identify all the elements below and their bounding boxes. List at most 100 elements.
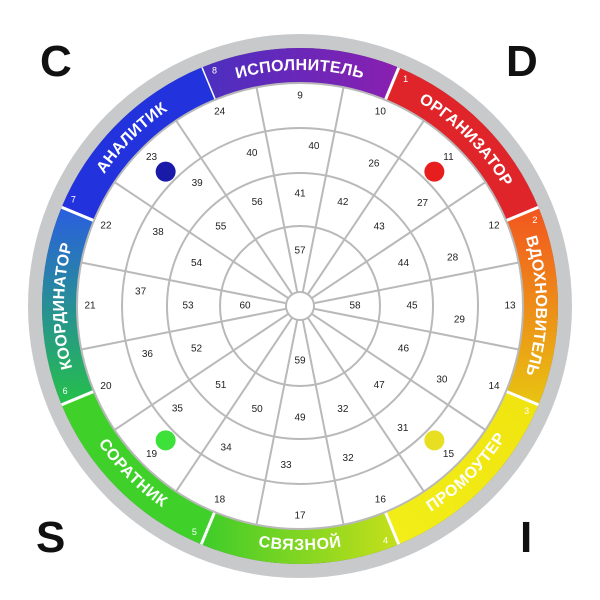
second-ring-number: 38	[153, 227, 165, 238]
grid-spoke	[255, 319, 299, 525]
segment-divider	[61, 389, 97, 407]
second-ring-number: 27	[417, 198, 429, 209]
dot-green	[155, 430, 176, 451]
segment-divider	[383, 67, 401, 103]
second-ring-number: 40	[308, 141, 320, 152]
outer-ring-number: 12	[488, 220, 500, 231]
outer-ring-number: 10	[375, 107, 387, 118]
outer-ring-number: 13	[504, 301, 516, 312]
grid-spoke	[311, 181, 486, 300]
second-ring-number: 32	[343, 453, 355, 464]
second-ring-number: 31	[397, 423, 409, 434]
grid-spoke	[313, 307, 519, 351]
grid-ring-1	[219, 225, 381, 387]
outer-ring-number: 21	[84, 301, 96, 312]
third-ring-number: 55	[215, 221, 227, 232]
outer-ring-number: 17	[294, 511, 306, 522]
grid-spoke	[313, 261, 519, 305]
second-ring-number: 37	[135, 287, 147, 298]
outer-ring-number: 20	[100, 381, 112, 392]
second-ring-number: 28	[447, 253, 459, 264]
grid-lines	[76, 82, 524, 530]
segment-index-1: 8	[212, 65, 217, 75]
grid-spoke	[306, 317, 425, 492]
third-ring-number: 49	[294, 413, 306, 424]
ring-numbers: 9 10 11 12 13 14 15 16 17 18 19 20 21 22 23 24 40 26 27 28 2…	[84, 91, 516, 522]
segment-3	[506, 207, 558, 405]
grid-spoke	[81, 307, 287, 351]
segment-divider	[383, 509, 401, 545]
third-ring-number: 52	[191, 344, 203, 355]
corner-letter-i: I	[520, 513, 533, 562]
corner-letter-c: C	[40, 37, 72, 86]
outer-ring-number: 14	[488, 381, 500, 392]
outer-ring-number: 15	[443, 449, 455, 460]
markers	[155, 161, 445, 451]
third-ring-number: 43	[374, 221, 386, 232]
grid-spoke	[81, 261, 287, 305]
outer-ring-number: 18	[214, 495, 226, 506]
dot-red	[424, 161, 445, 182]
inner-ring-number: 59	[294, 356, 306, 367]
segment-index-8: 7	[71, 195, 76, 205]
third-ring-number: 51	[215, 380, 227, 391]
segment-7	[42, 207, 94, 405]
grid-ring-4	[76, 82, 524, 530]
grid-spoke	[255, 87, 299, 293]
second-ring-number: 26	[368, 159, 380, 170]
corner-letter-d: D	[506, 37, 538, 86]
second-ring-number: 30	[436, 375, 448, 386]
outer-ring-number: 9	[297, 91, 303, 102]
third-ring-number: 45	[406, 301, 418, 312]
segment-8	[61, 67, 215, 221]
second-ring-number: 34	[221, 443, 233, 454]
outer-ring-number: 23	[146, 152, 158, 163]
second-ring-number: 33	[280, 460, 292, 471]
second-ring-number: 39	[192, 178, 204, 189]
third-ring-number: 47	[374, 380, 386, 391]
grid-ring-2	[166, 172, 434, 440]
second-ring-number: 29	[454, 315, 466, 326]
segment-divider	[61, 205, 97, 223]
grid-spoke	[175, 120, 294, 295]
inner-ring-number: 57	[294, 246, 306, 257]
segment-index-4: 3	[524, 406, 529, 416]
third-ring-number: 56	[252, 197, 264, 208]
grid-spoke	[301, 87, 345, 293]
segment-index-2: 1	[403, 74, 408, 84]
third-ring-number: 46	[398, 344, 410, 355]
third-ring-number: 41	[294, 189, 306, 200]
outer-ring-number: 24	[214, 107, 226, 118]
second-ring-number: 40	[246, 148, 258, 159]
outer-ring-number: 16	[375, 495, 387, 506]
segment-divider	[199, 509, 217, 545]
segment-index-6: 5	[192, 527, 197, 537]
grid-spoke	[311, 312, 486, 431]
grid-ring-0	[285, 291, 315, 321]
segment-divider	[503, 205, 539, 223]
segment-index-7: 6	[63, 386, 68, 396]
segment-index-3: 2	[532, 215, 537, 225]
grid-spoke	[114, 312, 289, 431]
segment-6	[61, 391, 215, 545]
outer-ring-number: 22	[100, 220, 112, 231]
grid-spoke	[175, 317, 294, 492]
third-ring-number: 32	[337, 404, 349, 415]
segment-index-5: 4	[383, 535, 388, 545]
outer-ring-number: 19	[146, 449, 158, 460]
segment-5	[201, 512, 399, 564]
third-ring-number: 42	[337, 197, 349, 208]
second-ring-number: 35	[172, 403, 184, 414]
white-field	[77, 83, 523, 529]
grid-spoke	[301, 319, 345, 525]
third-ring-number: 50	[252, 404, 264, 415]
corner-letter-s: S	[36, 513, 66, 562]
grid-spoke	[114, 181, 289, 300]
outer-ring-number: 11	[443, 152, 454, 163]
segment-divider	[503, 389, 539, 407]
second-ring-number: 36	[142, 349, 154, 360]
grid-ring-3	[121, 127, 479, 485]
third-ring-number: 53	[182, 301, 194, 312]
colored-segments	[42, 48, 558, 564]
